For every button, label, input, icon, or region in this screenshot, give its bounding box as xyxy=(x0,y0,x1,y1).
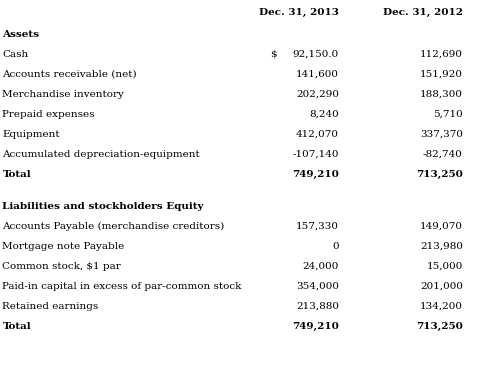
Text: 92,150.0: 92,150.0 xyxy=(293,50,339,59)
Text: Total: Total xyxy=(2,322,31,331)
Text: -82,740: -82,740 xyxy=(423,150,463,159)
Text: 201,000: 201,000 xyxy=(420,282,463,291)
Text: 0: 0 xyxy=(333,242,339,251)
Text: Retained earnings: Retained earnings xyxy=(2,302,99,311)
Text: Total: Total xyxy=(2,170,31,179)
Text: 713,250: 713,250 xyxy=(416,170,463,179)
Text: Paid-in capital in excess of par-common stock: Paid-in capital in excess of par-common … xyxy=(2,282,242,291)
Text: 213,980: 213,980 xyxy=(420,242,463,251)
Text: 202,290: 202,290 xyxy=(296,90,339,99)
Text: Accounts Payable (merchandise creditors): Accounts Payable (merchandise creditors) xyxy=(2,222,225,231)
Text: Accumulated depreciation-equipment: Accumulated depreciation-equipment xyxy=(2,150,200,159)
Text: $: $ xyxy=(270,50,276,59)
Text: 713,250: 713,250 xyxy=(416,322,463,331)
Text: 134,200: 134,200 xyxy=(420,302,463,311)
Text: 24,000: 24,000 xyxy=(303,262,339,271)
Text: Dec. 31, 2012: Dec. 31, 2012 xyxy=(383,8,463,17)
Text: Merchandise inventory: Merchandise inventory xyxy=(2,90,124,99)
Text: 141,600: 141,600 xyxy=(296,70,339,79)
Text: Assets: Assets xyxy=(2,30,40,39)
Text: 8,240: 8,240 xyxy=(309,110,339,119)
Text: -107,140: -107,140 xyxy=(293,150,339,159)
Text: 5,710: 5,710 xyxy=(433,110,463,119)
Text: Liabilities and stockholders Equity: Liabilities and stockholders Equity xyxy=(2,202,204,211)
Text: 151,920: 151,920 xyxy=(420,70,463,79)
Text: Cash: Cash xyxy=(2,50,29,59)
Text: 149,070: 149,070 xyxy=(420,222,463,231)
Text: Prepaid expenses: Prepaid expenses xyxy=(2,110,95,119)
Text: 412,070: 412,070 xyxy=(296,130,339,139)
Text: 112,690: 112,690 xyxy=(420,50,463,59)
Text: Accounts receivable (net): Accounts receivable (net) xyxy=(2,70,137,79)
Text: 749,210: 749,210 xyxy=(292,322,339,331)
Text: Equipment: Equipment xyxy=(2,130,60,139)
Text: 188,300: 188,300 xyxy=(420,90,463,99)
Text: 749,210: 749,210 xyxy=(292,170,339,179)
Text: Common stock, $1 par: Common stock, $1 par xyxy=(2,262,121,271)
Text: Mortgage note Payable: Mortgage note Payable xyxy=(2,242,125,251)
Text: Dec. 31, 2013: Dec. 31, 2013 xyxy=(259,8,339,17)
Text: 337,370: 337,370 xyxy=(420,130,463,139)
Text: 15,000: 15,000 xyxy=(427,262,463,271)
Text: 354,000: 354,000 xyxy=(296,282,339,291)
Text: 157,330: 157,330 xyxy=(296,222,339,231)
Text: 213,880: 213,880 xyxy=(296,302,339,311)
